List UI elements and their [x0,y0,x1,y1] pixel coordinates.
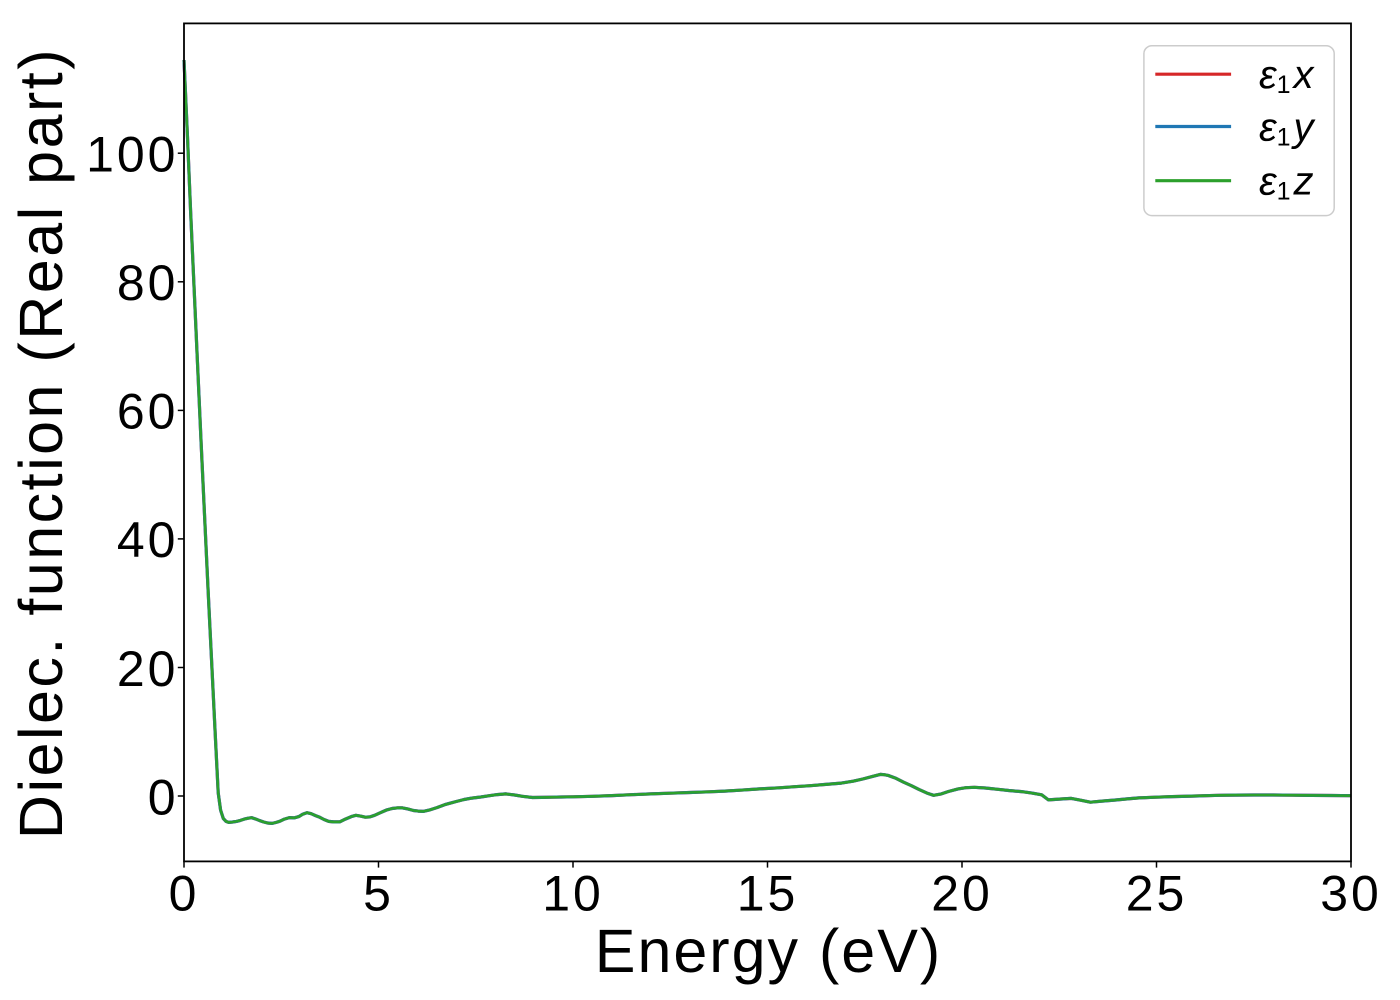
svg-text:5: 5 [363,865,394,921]
svg-text:80: 80 [117,255,179,311]
svg-text:40: 40 [117,512,179,568]
svg-text:25: 25 [1126,865,1188,921]
svg-text:Energy (eV): Energy (eV) [595,917,942,985]
svg-text:60: 60 [117,384,179,440]
svg-text:20: 20 [931,865,993,921]
svg-text:20: 20 [117,641,179,697]
svg-text:15: 15 [737,865,799,921]
svg-text:0: 0 [169,865,200,921]
svg-text:30: 30 [1320,865,1382,921]
svg-text:100: 100 [86,127,178,183]
svg-text:10: 10 [542,865,604,921]
svg-text:Dielec. function (Real part): Dielec. function (Real part) [7,47,75,839]
svg-text:0: 0 [148,769,179,825]
